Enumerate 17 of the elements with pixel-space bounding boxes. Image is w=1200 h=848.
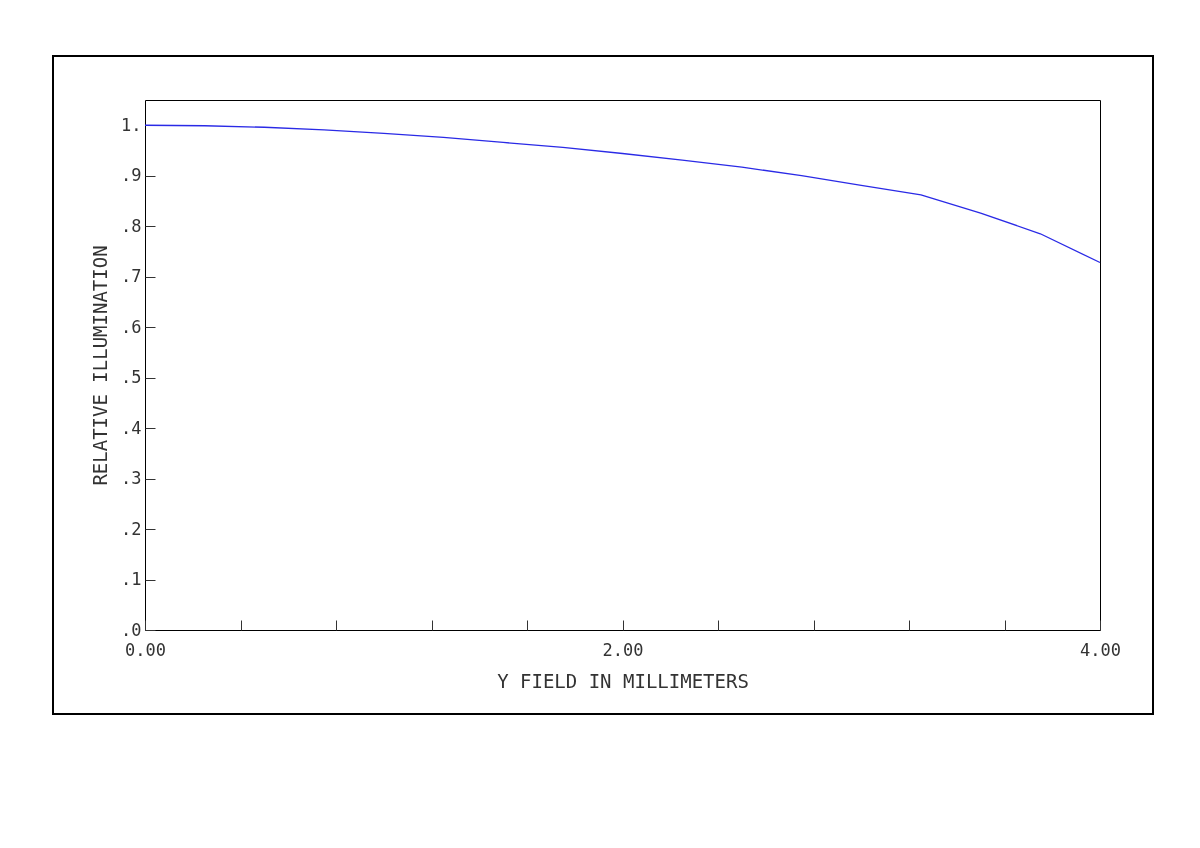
y-tick-label: .3 [121, 468, 142, 489]
x-axis-title: Y FIELD IN MILLIMETERS [497, 669, 749, 692]
y-tick-label: .8 [121, 215, 142, 236]
y-tick-label: 1. [121, 114, 142, 135]
line-series [144, 124, 1101, 264]
y-axis-title: RELATIVE ILLUMINATION [89, 245, 112, 486]
y-tick-label: .2 [121, 518, 142, 539]
y-tick-label: .5 [121, 367, 142, 388]
y-tick-label: .9 [121, 165, 142, 186]
x-tick-label: 0.00 [125, 639, 166, 660]
x-tick-label: 2.00 [602, 639, 644, 660]
y-tick-label: .6 [121, 316, 142, 337]
y-tick-label: .4 [121, 417, 142, 438]
y-tick-label: .7 [121, 266, 142, 287]
y-tick-label: .1 [121, 569, 142, 590]
y-tick-label: .0 [121, 619, 142, 640]
x-tick-label: 4.00 [1080, 639, 1121, 660]
